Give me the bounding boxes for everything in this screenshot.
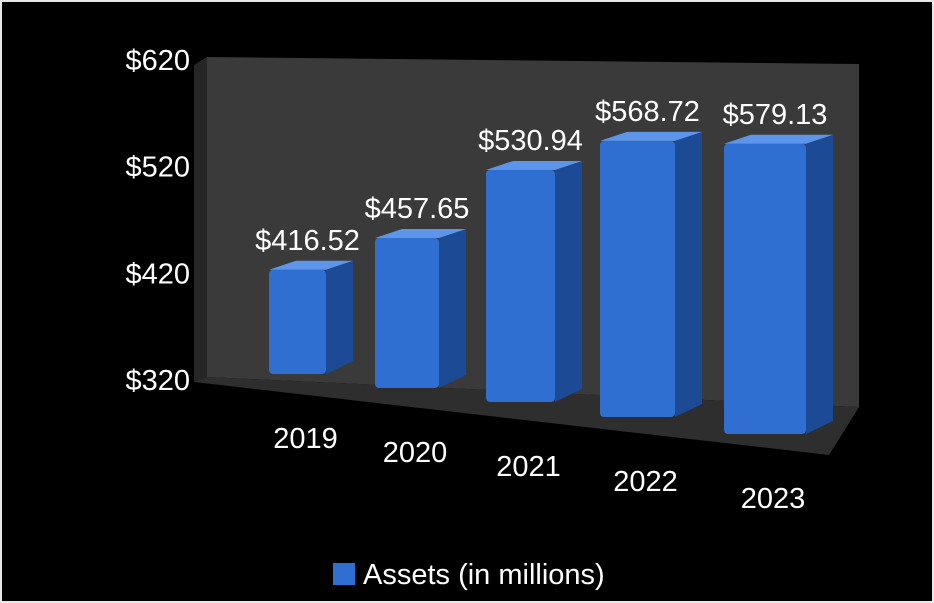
x-category-label: 2021: [496, 451, 561, 483]
bar: [486, 160, 582, 402]
x-category-label: 2019: [273, 423, 338, 455]
bar-top: [486, 160, 582, 170]
side-wall: [194, 57, 207, 382]
x-category-label: 2020: [383, 437, 448, 469]
bar-top: [724, 134, 833, 144]
data-label: $530.94: [478, 125, 583, 157]
bar-top: [600, 131, 702, 141]
y-tick-label: $420: [125, 258, 190, 290]
x-category-label: 2022: [613, 466, 678, 498]
x-category-labels: 2019 2020 2021 2022 2023: [273, 423, 805, 515]
bar-top: [375, 228, 466, 238]
bar-front: [600, 140, 675, 417]
bar-side: [555, 160, 582, 402]
data-label: $457.65: [365, 193, 470, 225]
bar-front: [269, 269, 326, 374]
bar-side: [326, 260, 353, 374]
bar: [724, 134, 833, 434]
x-category-label: 2023: [741, 483, 806, 515]
bar-front: [724, 143, 806, 434]
legend-label: Assets (in millions): [363, 559, 605, 591]
y-tick-labels: $320 $420 $520 $620: [125, 45, 190, 397]
bars-layer: [269, 131, 833, 434]
y-tick-label: $620: [125, 45, 190, 77]
bar: [375, 228, 466, 388]
data-labels: $416.52$457.65 $530.94 $568.72 $579.13: [255, 96, 827, 257]
bar-front: [486, 169, 555, 402]
y-tick-label: $520: [125, 152, 190, 184]
bar-front: [375, 237, 439, 388]
bar-side: [806, 134, 833, 434]
bar-side: [439, 228, 466, 388]
bar-side: [675, 131, 702, 417]
data-label: $416.52: [255, 225, 360, 257]
floor: [194, 377, 859, 455]
bar: [269, 260, 353, 374]
data-label: $579.13: [723, 99, 828, 131]
legend: Assets (in millions): [333, 559, 605, 591]
bar-top: [269, 260, 353, 270]
legend-swatch: [333, 563, 355, 585]
y-tick-label: $320: [125, 365, 190, 397]
bar: [600, 131, 702, 417]
data-label: $568.72: [595, 96, 700, 128]
